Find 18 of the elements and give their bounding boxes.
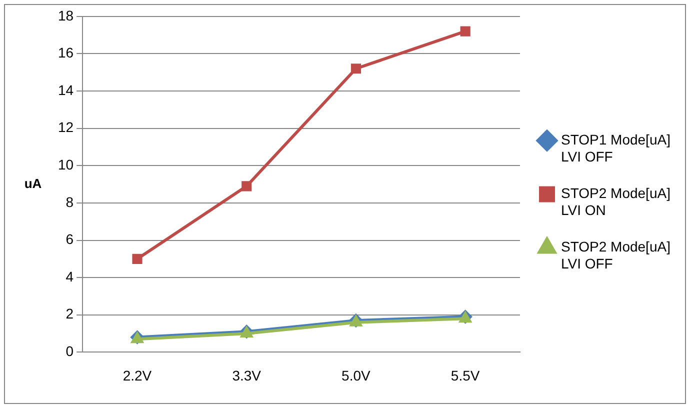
y-axis-title: uA xyxy=(24,176,42,191)
x-tick-label: 5.5V xyxy=(450,367,480,384)
legend-label: STOP1 Mode[uA] LVI OFF xyxy=(561,131,670,164)
y-tick-label: 6 xyxy=(66,231,74,248)
y-tick-label: 0 xyxy=(66,343,74,360)
y-tick-label: 12 xyxy=(58,119,74,136)
x-tick-label: 3.3V xyxy=(232,367,262,384)
legend-label: STOP2 Mode[uA] LVI ON xyxy=(561,185,670,218)
legend-label: STOP2 Mode[uA] LVI OFF xyxy=(561,238,670,272)
y-tick-label: 18 xyxy=(58,7,74,24)
y-tick-label: 2 xyxy=(66,306,74,322)
y-tick-label: 4 xyxy=(66,268,74,284)
x-tick-label: 5.0V xyxy=(342,367,372,384)
y-tick-label: 8 xyxy=(66,194,74,210)
y-tick-label: 10 xyxy=(58,156,74,173)
y-tick-label: 14 xyxy=(58,82,74,98)
y-tick-label: 16 xyxy=(58,44,74,61)
x-tick-label: 2.2V xyxy=(122,367,152,384)
